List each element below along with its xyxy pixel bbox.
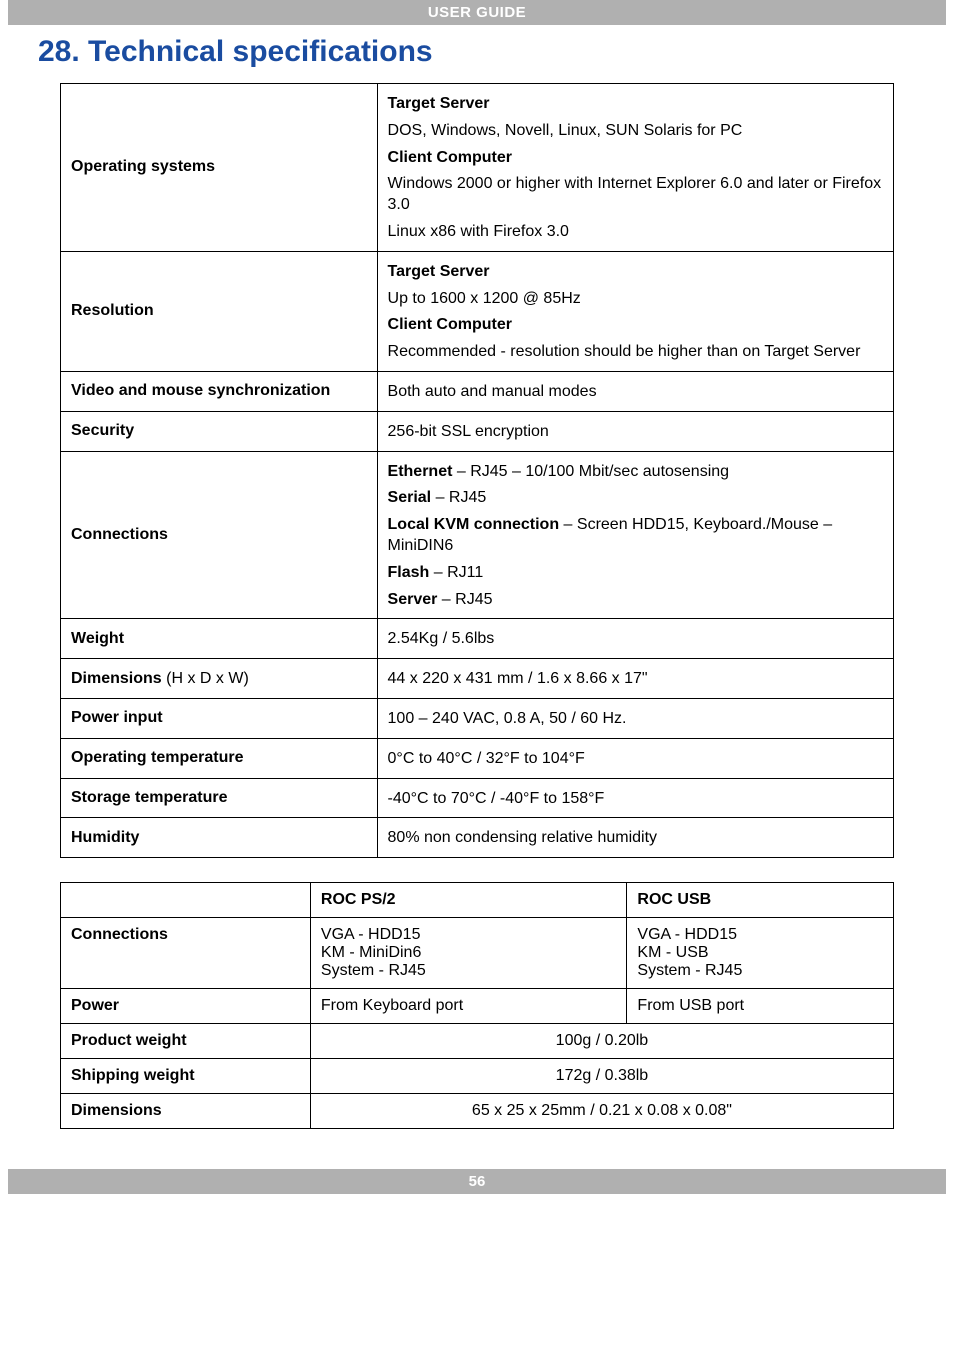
table2-label: Product weight: [61, 1024, 311, 1059]
spec-value: Target ServerUp to 1600 x 1200 @ 85HzCli…: [377, 251, 893, 371]
table2-header: ROC USB: [627, 883, 894, 918]
spec-value: Target ServerDOS, Windows, Novell, Linux…: [377, 84, 893, 252]
spec-value: 100 – 240 VAC, 0.8 A, 50 / 60 Hz.: [377, 698, 893, 738]
table2-value: VGA - HDD15KM - MiniDin6System - RJ45: [310, 918, 627, 989]
spec-label: Power input: [61, 698, 378, 738]
page-title: 28. Technical specifications: [38, 35, 954, 69]
spec-label: Humidity: [61, 818, 378, 858]
spec-label: Operating systems: [61, 84, 378, 252]
table2-label: Shipping weight: [61, 1059, 311, 1094]
spec-value: 2.54Kg / 5.6lbs: [377, 619, 893, 659]
table2-header: [61, 883, 311, 918]
spec-label: Operating temperature: [61, 738, 378, 778]
footer-bar: 56: [8, 1169, 946, 1194]
table2-label: Connections: [61, 918, 311, 989]
table2-header: ROC PS/2: [310, 883, 627, 918]
table2-value: From Keyboard port: [310, 989, 627, 1024]
spec-value: Ethernet – RJ45 – 10/100 Mbit/sec autose…: [377, 451, 893, 619]
specs-table-1: Operating systemsTarget ServerDOS, Windo…: [60, 83, 894, 858]
content-area: Operating systemsTarget ServerDOS, Windo…: [0, 83, 954, 1129]
table2-label: Power: [61, 989, 311, 1024]
spec-value: Both auto and manual modes: [377, 371, 893, 411]
spec-value: -40°C to 70°C / -40°F to 158°F: [377, 778, 893, 818]
table2-merged-value: 65 x 25 x 25mm / 0.21 x 0.08 x 0.08": [310, 1094, 893, 1129]
specs-table-2: ROC PS/2ROC USBConnectionsVGA - HDD15KM …: [60, 882, 894, 1129]
table2-merged-value: 100g / 0.20lb: [310, 1024, 893, 1059]
spec-label: Dimensions (H x D x W): [61, 659, 378, 699]
spec-value: 256-bit SSL encryption: [377, 411, 893, 451]
spec-label: Weight: [61, 619, 378, 659]
table2-label: Dimensions: [61, 1094, 311, 1129]
spec-label: Security: [61, 411, 378, 451]
table2-value: VGA - HDD15KM - USBSystem - RJ45: [627, 918, 894, 989]
table2-value: From USB port: [627, 989, 894, 1024]
spec-label: Connections: [61, 451, 378, 619]
header-bar: USER GUIDE: [8, 0, 946, 25]
spec-value: 0°C to 40°C / 32°F to 104°F: [377, 738, 893, 778]
table2-merged-value: 172g / 0.38lb: [310, 1059, 893, 1094]
spec-label: Video and mouse synchronization: [61, 371, 378, 411]
spec-value: 80% non condensing relative humidity: [377, 818, 893, 858]
spec-value: 44 x 220 x 431 mm / 1.6 x 8.66 x 17": [377, 659, 893, 699]
spec-label: Resolution: [61, 251, 378, 371]
spec-label: Storage temperature: [61, 778, 378, 818]
